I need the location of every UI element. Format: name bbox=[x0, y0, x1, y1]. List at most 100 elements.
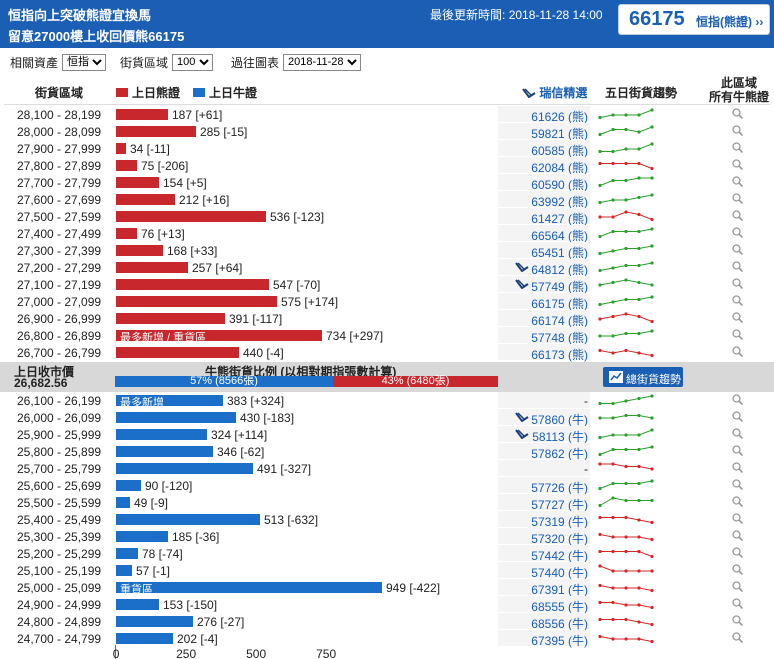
magnifier-icon[interactable] bbox=[732, 411, 743, 422]
magnifier-icon[interactable] bbox=[732, 227, 743, 238]
bear-value-label: 212 [+16] bbox=[179, 193, 230, 207]
bear-value-label: 154 [+5] bbox=[163, 176, 207, 190]
prev-close-label: 上日收市價 bbox=[14, 365, 75, 379]
ubs-pick-link[interactable]: 57319 (牛) bbox=[531, 515, 588, 529]
ubs-pick-link[interactable]: 57440 (牛) bbox=[531, 566, 588, 580]
ubs-pick-link[interactable]: 66174 (熊) bbox=[531, 314, 588, 328]
magnifier-icon[interactable] bbox=[732, 261, 743, 272]
ubs-pick-link[interactable]: 58113 (牛) bbox=[532, 430, 588, 444]
ubs-pick-link[interactable]: 59821 (熊) bbox=[531, 127, 588, 141]
all-cbbc-header-line1: 此區域 bbox=[720, 76, 757, 90]
magnifier-icon[interactable] bbox=[732, 462, 743, 473]
ubs-pick-link[interactable]: 60590 (熊) bbox=[531, 178, 588, 192]
magnifier-icon[interactable] bbox=[732, 312, 743, 323]
asset-select[interactable]: 恒指 bbox=[62, 53, 107, 71]
ubs-pick-cell: 58113 (牛) bbox=[498, 426, 590, 444]
magnifier-icon[interactable] bbox=[732, 394, 743, 405]
bear-bar bbox=[116, 296, 277, 307]
magnifier-icon[interactable] bbox=[732, 329, 743, 340]
ubs-pick-link[interactable]: 57749 (熊) bbox=[531, 280, 588, 294]
magnifier-icon[interactable] bbox=[732, 125, 743, 136]
ubs-pick-link[interactable]: 67391 (牛) bbox=[531, 583, 588, 597]
ubs-pick-link[interactable]: 66175 (熊) bbox=[531, 297, 588, 311]
bull-bar bbox=[116, 463, 253, 474]
ubs-pick-link[interactable]: 64812 (熊) bbox=[531, 263, 588, 277]
index-name-link[interactable]: 恒指(熊證) ›› bbox=[696, 15, 764, 29]
magnifier-icon[interactable] bbox=[732, 632, 743, 643]
magnifier-icon[interactable] bbox=[732, 445, 743, 456]
ubs-pick-link[interactable]: 63992 (熊) bbox=[531, 195, 588, 209]
magnifier-icon[interactable] bbox=[732, 176, 743, 187]
index-link-box[interactable]: 66175 恒指(熊證) ›› bbox=[618, 4, 770, 35]
ubs-pick-link[interactable]: 57442 (牛) bbox=[531, 549, 588, 563]
zone-range: 25,600 - 25,699 bbox=[17, 479, 102, 493]
bull-row: 25,500 - 25,599 49 [-9] 57727 (牛) bbox=[0, 494, 774, 512]
zone-range: 26,800 - 26,899 bbox=[17, 329, 102, 343]
magnifier-icon[interactable] bbox=[732, 513, 743, 524]
ubs-pick-link[interactable]: 67395 (牛) bbox=[531, 634, 588, 648]
ubs-pick-link[interactable]: 62084 (熊) bbox=[531, 161, 588, 175]
magnifier-icon[interactable] bbox=[732, 479, 743, 490]
trend-sparkline bbox=[598, 193, 654, 205]
ubs-pick-link[interactable]: 57860 (牛) bbox=[531, 413, 588, 427]
bull-row: 25,000 - 25,099 重貨區 949 [-422] 67391 (牛) bbox=[0, 579, 774, 597]
bull-bar bbox=[116, 497, 130, 508]
axis-tick-label: 0 bbox=[112, 647, 120, 659]
bear-legend-swatch bbox=[116, 88, 128, 97]
magnifier-icon[interactable] bbox=[732, 564, 743, 575]
bull-row: 26,000 - 26,099 430 [-183] 57860 (牛) bbox=[0, 409, 774, 427]
magnifier-icon[interactable] bbox=[732, 278, 743, 289]
trend-sparkline bbox=[598, 428, 654, 440]
ubs-pick-link[interactable]: 66173 (熊) bbox=[531, 348, 588, 362]
ubs-pick-link[interactable]: 61427 (熊) bbox=[531, 212, 588, 226]
magnifier-icon[interactable] bbox=[732, 428, 743, 439]
magnifier-icon[interactable] bbox=[732, 210, 743, 221]
ubs-pick-link[interactable]: 65451 (熊) bbox=[531, 246, 588, 260]
ubs-pick-link[interactable]: 57862 (牛) bbox=[531, 447, 588, 461]
ubs-pick-link[interactable]: 57726 (牛) bbox=[531, 481, 588, 495]
magnifier-icon[interactable] bbox=[732, 346, 743, 357]
magnifier-icon[interactable] bbox=[732, 108, 743, 119]
magnifier-icon[interactable] bbox=[732, 142, 743, 153]
bear-value-label: 734 [+297] bbox=[326, 329, 384, 343]
magnifier-icon[interactable] bbox=[732, 193, 743, 204]
zone-range: 27,700 - 27,799 bbox=[17, 176, 102, 190]
bull-value-label: 78 [-74] bbox=[142, 547, 183, 561]
magnifier-icon[interactable] bbox=[732, 244, 743, 255]
bear-value-label: 391 [-117] bbox=[229, 312, 283, 326]
bull-ratio-bar: 57% (8566張) bbox=[115, 376, 333, 387]
magnifier-icon[interactable] bbox=[732, 496, 743, 507]
bear-bar bbox=[116, 262, 188, 273]
ubs-pick-link[interactable]: 66564 (熊) bbox=[531, 229, 588, 243]
zone-column-header: 街貨區域 bbox=[35, 86, 84, 100]
trend-sparkline bbox=[598, 108, 654, 120]
bull-value-label: 90 [-120] bbox=[145, 479, 193, 493]
magnifier-icon[interactable] bbox=[732, 530, 743, 541]
magnifier-icon[interactable] bbox=[732, 615, 743, 626]
ubs-pick-link[interactable]: 57320 (牛) bbox=[531, 532, 588, 546]
ubs-pick-link[interactable]: 57727 (牛) bbox=[531, 498, 588, 512]
trend-sparkline bbox=[598, 532, 654, 542]
date-select[interactable]: 2018-11-28 bbox=[283, 53, 362, 71]
bear-value-label: 440 [-4] bbox=[243, 346, 284, 360]
range-select[interactable]: 100 bbox=[172, 53, 214, 71]
zone-range: 24,700 - 24,799 bbox=[17, 632, 102, 646]
ubs-pick-link[interactable]: 68555 (牛) bbox=[531, 600, 588, 614]
total-trend-button[interactable]: 總街貨趨勢 bbox=[603, 367, 683, 387]
ubs-pick-link[interactable]: 68556 (牛) bbox=[531, 617, 588, 631]
ubs-pick-cell: 57749 (熊) bbox=[498, 276, 590, 294]
magnifier-icon[interactable] bbox=[732, 581, 743, 592]
magnifier-icon[interactable] bbox=[732, 295, 743, 306]
ubs-pick-link[interactable]: 60585 (熊) bbox=[531, 144, 588, 158]
ubs-pick-cell: 57440 (牛) bbox=[498, 562, 590, 580]
magnifier-icon[interactable] bbox=[732, 159, 743, 170]
ubs-pick-link[interactable]: 57748 (熊) bbox=[531, 331, 588, 345]
magnifier-icon[interactable] bbox=[732, 547, 743, 558]
ubs-pick-label: 瑞信精選 bbox=[539, 86, 588, 100]
zone-range: 25,000 - 25,099 bbox=[17, 581, 102, 595]
bear-bar bbox=[116, 211, 266, 222]
magnifier-icon[interactable] bbox=[732, 598, 743, 609]
last-updated: 最後更新時間: 2018-11-28 14:00 bbox=[430, 6, 603, 23]
zone-range: 27,900 - 27,999 bbox=[17, 142, 102, 156]
ubs-pick-link[interactable]: 61626 (熊) bbox=[531, 110, 588, 124]
